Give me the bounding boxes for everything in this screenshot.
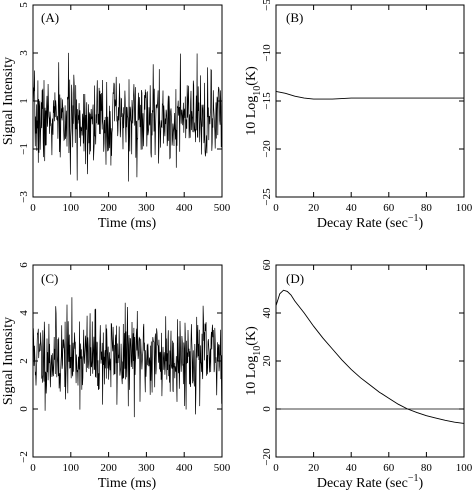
x-axis-label: Time (ms) [98, 476, 157, 491]
x-tick-label: 80 [421, 202, 433, 214]
y-tick-label: −2 [18, 451, 30, 463]
plot-frame [275, 264, 465, 458]
y-tick-label: −20 [261, 140, 273, 158]
x-tick-label: 300 [138, 202, 155, 214]
x-axis-label: Decay Rate (sec−1) [317, 473, 424, 491]
y-axis-label: 10 Log10(K) [244, 66, 263, 136]
plot-frame [275, 4, 465, 198]
x-tick-label: 20 [308, 202, 320, 214]
x-tick-label: 0 [273, 462, 279, 474]
y-tick-label: 60 [261, 259, 273, 271]
series-curve [275, 90, 464, 100]
y-tick-label: 20 [261, 355, 273, 367]
series-curve [275, 289, 465, 424]
y-tick-label: −20 [261, 448, 273, 466]
x-tick-label: 0 [273, 202, 279, 214]
x-tick-label: 100 [63, 462, 80, 474]
x-tick-label: 80 [421, 462, 433, 474]
y-tick-label: 0 [261, 406, 273, 412]
x-axis-label-tail: ) [418, 216, 423, 231]
y-tick-label: −3 [18, 191, 30, 203]
y-axis-label: Signal Intensity [1, 317, 16, 405]
y-axis-label-main: 10 Log [244, 96, 259, 136]
x-tick-label: 0 [30, 202, 36, 214]
x-axis-label-sup: −1 [408, 213, 419, 224]
x-tick-label: 0 [30, 462, 36, 474]
x-tick-label: 400 [176, 202, 193, 214]
y-tick-label: −10 [261, 44, 273, 62]
x-axis-label: Time (ms) [98, 216, 157, 231]
x-tick-label: 100 [456, 202, 473, 214]
panel-label: (B) [286, 10, 303, 25]
x-tick-label: 500 [214, 202, 231, 214]
y-tick-label: 1 [18, 98, 30, 104]
y-tick-label: 5 [18, 2, 30, 8]
y-tick-label: −15 [261, 92, 273, 110]
x-tick-label: 100 [456, 462, 473, 474]
x-tick-label: 400 [176, 462, 193, 474]
x-tick-label: 60 [383, 202, 395, 214]
x-tick-label: 500 [214, 462, 231, 474]
panel-a: 0 100 200 300 400 500 −3 −1 1 3 5 (A) Time (ms) Si… [1, 2, 231, 231]
x-tick-label: 200 [100, 202, 117, 214]
x-axis-label-main: Decay Rate (sec [317, 216, 408, 231]
panel-label: (A) [41, 10, 59, 25]
y-tick-label: 4 [18, 310, 30, 316]
x-tick-label: 40 [346, 462, 358, 474]
y-axis-label: Signal Intensity [1, 57, 16, 145]
x-axis-label-main: Decay Rate (sec [317, 476, 408, 491]
y-tick-label: −5 [261, 0, 273, 11]
y-tick-label: −1 [18, 143, 30, 155]
x-tick-label: 60 [383, 462, 395, 474]
y-axis-label-tail: (K) [244, 66, 259, 86]
axis-ticks: 0 100 200 300 400 500 −3 −1 1 3 5 [18, 2, 231, 214]
y-axis-label-main: 10 Log [244, 356, 259, 396]
series-trace [32, 52, 223, 182]
y-axis-label-tail: (K) [244, 326, 259, 346]
y-tick-label: −25 [261, 188, 273, 206]
y-tick-label: 6 [18, 262, 30, 268]
y-tick-label: 3 [18, 50, 30, 56]
x-tick-label: 20 [308, 462, 320, 474]
x-axis-label: Decay Rate (sec−1) [317, 213, 424, 231]
y-tick-label: 40 [261, 307, 273, 319]
y-axis-label-sub: 10 [252, 346, 263, 356]
y-tick-label: 0 [18, 406, 30, 412]
x-tick-label: 100 [63, 202, 80, 214]
y-axis-label-sub: 10 [252, 86, 263, 96]
y-tick-label: 2 [18, 358, 30, 364]
panel-label: (D) [286, 271, 304, 286]
panel-label: (C) [41, 271, 58, 286]
x-tick-label: 40 [346, 202, 358, 214]
axis-ticks: 0 20 40 60 80 100 −25 −20 −15 −10 −5 [261, 0, 473, 214]
series-trace [32, 297, 223, 418]
x-tick-label: 300 [138, 462, 155, 474]
x-tick-label: 200 [100, 462, 117, 474]
x-axis-label-sup: −1 [408, 473, 419, 484]
x-axis-label-tail: ) [418, 476, 423, 491]
y-axis-label: 10 Log10(K) [244, 326, 263, 396]
panel-b: 0 20 40 60 80 100 −25 −20 −15 −10 −5 (B) Decay Rat… [244, 0, 473, 231]
